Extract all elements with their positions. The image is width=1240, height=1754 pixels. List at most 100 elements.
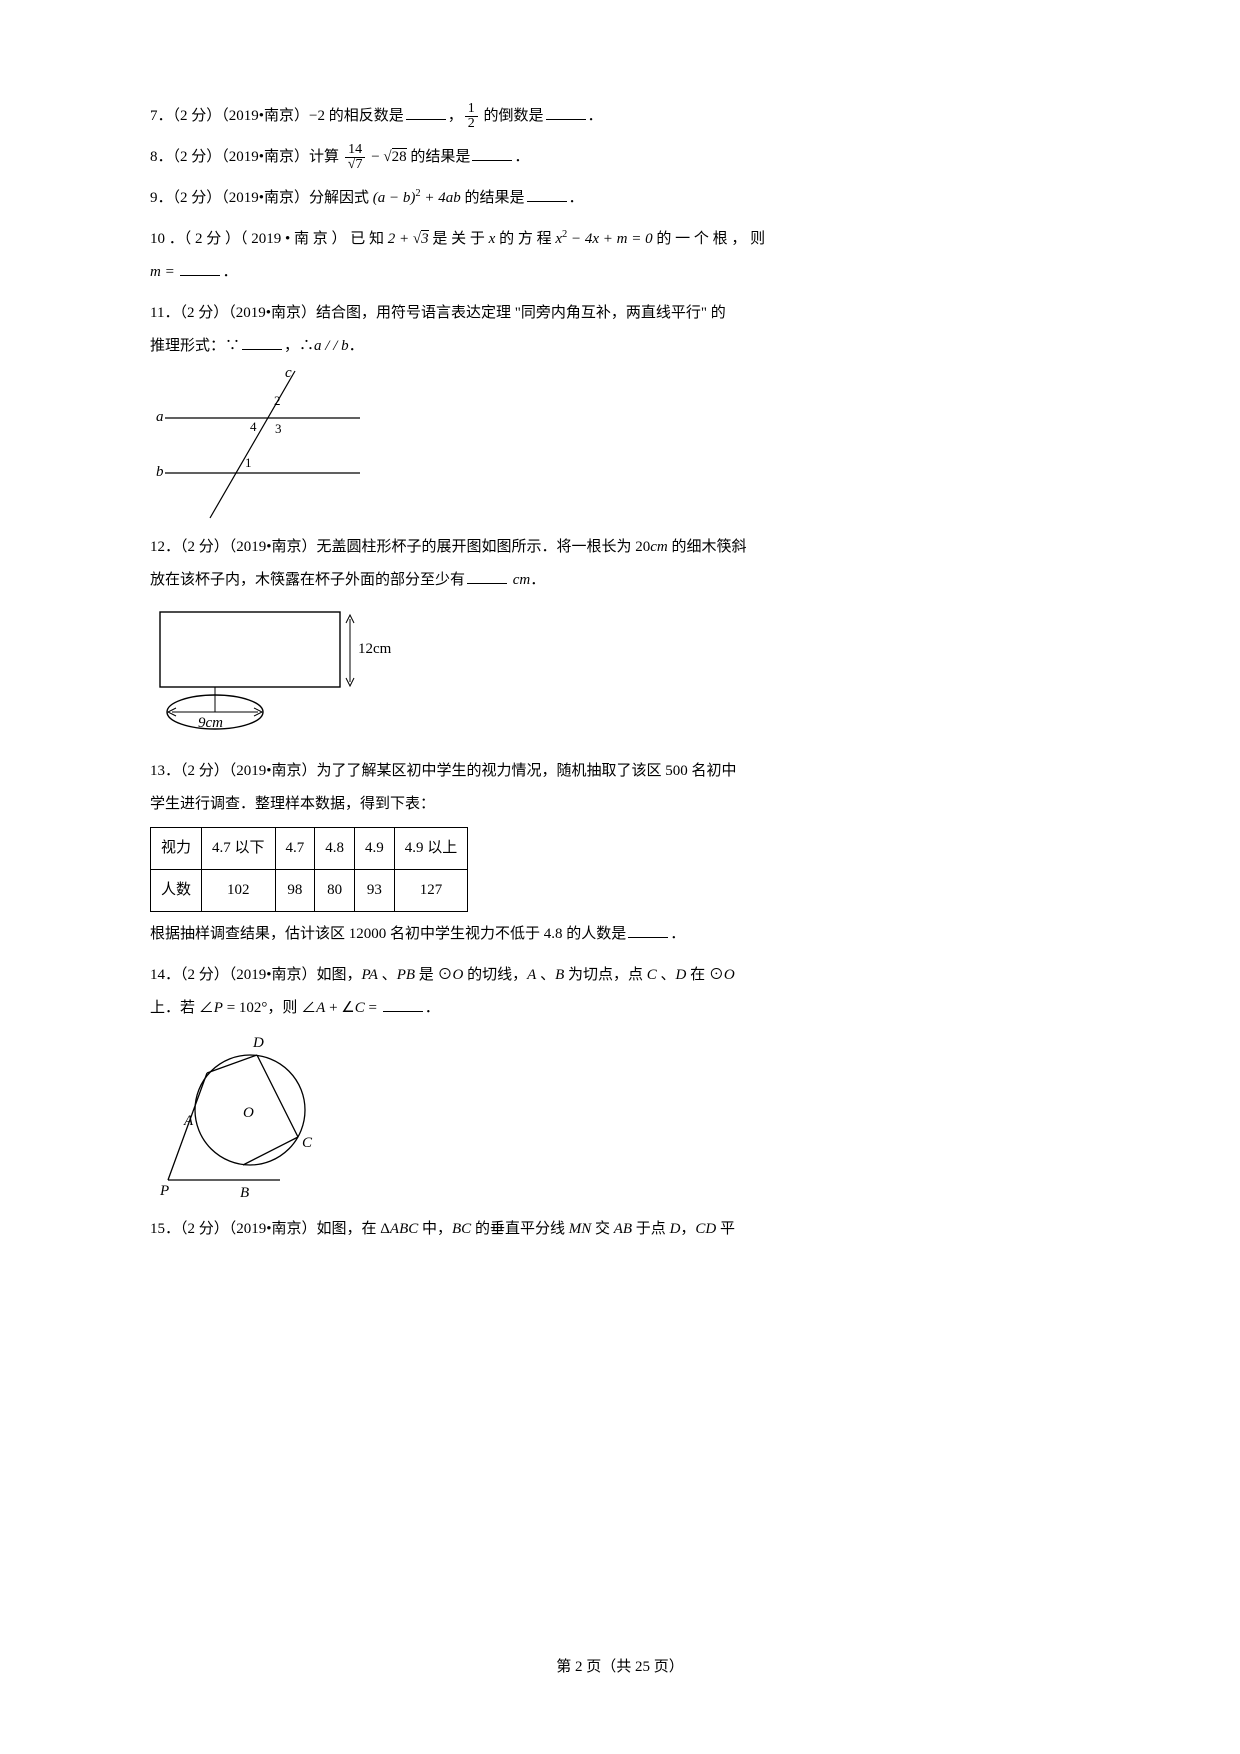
blank bbox=[242, 335, 282, 350]
q10-text3: 的 一 个 根 ， 则 bbox=[653, 231, 766, 247]
label-b: b bbox=[156, 464, 164, 480]
label-P: P bbox=[159, 1183, 169, 1199]
q12-text1: 的细木筷斜 bbox=[668, 539, 747, 555]
q10-text1: 是 关 于 bbox=[429, 231, 489, 247]
td: 80 bbox=[315, 870, 355, 912]
q11-line2b: ，∴ bbox=[284, 338, 314, 354]
question-11: 11．（2 分）（2019•南京）结合图，用符号语言表达定理 "同旁内角互补，两… bbox=[150, 297, 1090, 523]
q7-prefix: 7．（2 分）（2019•南京） bbox=[150, 108, 309, 124]
q11-line2c: ． bbox=[349, 338, 364, 354]
th: 4.7 以下 bbox=[202, 828, 276, 870]
circle-tangent-diagram: D A O C P B bbox=[150, 1025, 350, 1205]
blank bbox=[527, 187, 567, 202]
page-footer: 第 2 页（共 25 页） bbox=[0, 1651, 1240, 1684]
B: B bbox=[555, 967, 564, 983]
expr2b: − 4x + m = 0 bbox=[567, 231, 652, 247]
minus: − bbox=[367, 149, 383, 165]
label-c: c bbox=[285, 365, 292, 381]
question-7: 7．（2 分）（2019•南京）−2 的相反数是，12 的倒数是． bbox=[150, 100, 1090, 133]
th: 4.9 以上 bbox=[394, 828, 468, 870]
unit-cm: cm bbox=[650, 539, 668, 555]
blank bbox=[406, 105, 446, 120]
q14-prefix: 14．（2 分）（2019•南京）如图， bbox=[150, 967, 362, 983]
question-9: 9．（2 分）（2019•南京）分解因式 (a − b)2 + 4ab 的结果是… bbox=[150, 182, 1090, 215]
q13-line3b: ． bbox=[670, 926, 685, 942]
q10-prefix: 10 ．（ 2 分 ）（ 2019 • 南 京 ） 已 知 bbox=[150, 231, 388, 247]
q8-text2: 的结果是 bbox=[407, 149, 471, 165]
period: ． bbox=[222, 264, 237, 280]
question-14: 14．（2 分）（2019•南京）如图，PA 、PB 是 ⊙O 的切线，A 、B… bbox=[150, 959, 1090, 1205]
q11-line2a: 推理形式：∵ bbox=[150, 338, 240, 354]
label-2: 2 bbox=[274, 393, 281, 408]
q12-line2b: ． bbox=[530, 572, 545, 588]
th: 4.9 bbox=[355, 828, 395, 870]
unit-cm2: cm bbox=[509, 572, 530, 588]
question-8: 8．（2 分）（2019•南京）计算 14√7 − √28 的结果是 ． bbox=[150, 141, 1090, 174]
q13-line2: 学生进行调查．整理样本数据，得到下表： bbox=[150, 788, 1090, 821]
blank bbox=[467, 569, 507, 584]
td: 93 bbox=[355, 870, 395, 912]
blank bbox=[180, 261, 220, 276]
q9-text3: ． bbox=[569, 190, 584, 206]
label-12cm: 12cm bbox=[358, 641, 392, 657]
td: 102 bbox=[202, 870, 276, 912]
label-1: 1 bbox=[245, 455, 252, 470]
label-O: O bbox=[243, 1105, 254, 1121]
q14-line2a: 上．若 ∠ bbox=[150, 1000, 214, 1016]
fraction: 14√7 bbox=[345, 143, 366, 172]
td: 98 bbox=[275, 870, 315, 912]
question-12: 12．（2 分）（2019•南京）无盖圆柱形杯子的展开图如图所示．将一根长为 2… bbox=[150, 531, 1090, 747]
th: 4.8 bbox=[315, 828, 355, 870]
th: 视力 bbox=[151, 828, 202, 870]
td: 127 bbox=[394, 870, 468, 912]
expr: (a − b) bbox=[373, 190, 416, 206]
expr2a: x bbox=[555, 231, 562, 247]
label-C: C bbox=[302, 1135, 313, 1151]
label-3: 3 bbox=[275, 421, 282, 436]
q8-prefix: 8．（2 分）（2019•南京）计算 bbox=[150, 149, 343, 165]
table-header-row: 视力 4.7 以下 4.7 4.8 4.9 4.9 以上 bbox=[151, 828, 468, 870]
fraction-half: 12 bbox=[465, 102, 478, 131]
D: D bbox=[676, 967, 687, 983]
label-a: a bbox=[156, 409, 164, 425]
q13-line3a: 根据抽样调查结果，估计该区 12000 名初中学生视力不低于 4.8 的人数是 bbox=[150, 926, 626, 942]
label-B: B bbox=[240, 1185, 249, 1201]
q10-text2: 的 方 程 bbox=[495, 231, 555, 247]
label-4: 4 bbox=[250, 419, 257, 434]
expr2: + 4ab bbox=[421, 190, 461, 206]
question-15: 15．（2 分）（2019•南京）如图，在 ΔABC 中，BC 的垂直平分线 M… bbox=[150, 1213, 1090, 1246]
label-A: A bbox=[183, 1113, 194, 1129]
vision-table: 视力 4.7 以下 4.7 4.8 4.9 4.9 以上 人数 102 98 8… bbox=[150, 827, 468, 912]
m-eq: m = bbox=[150, 264, 178, 280]
q7-text1: −2 的相反数是 bbox=[309, 108, 404, 124]
q8-text3: ． bbox=[514, 149, 529, 165]
cylinder-unfold-diagram: 12cm 9cm bbox=[150, 597, 410, 747]
q12-prefix: 12．（2 分）（2019•南京）无盖圆柱形杯子的展开图如图所示．将一根长为 bbox=[150, 539, 635, 555]
table-row: 人数 102 98 80 93 127 bbox=[151, 870, 468, 912]
val20: 20 bbox=[635, 539, 650, 555]
question-10: 10 ．（ 2 分 ）（ 2019 • 南 京 ） 已 知 2 + √3 是 关… bbox=[150, 223, 1090, 289]
th: 4.7 bbox=[275, 828, 315, 870]
parallel-lines-diagram: c a b 2 3 4 1 bbox=[150, 363, 380, 523]
q12-line2a: 放在该杯子内，木筷露在杯子外面的部分至少有 bbox=[150, 572, 465, 588]
q9-text2: 的结果是 bbox=[461, 190, 525, 206]
A: A bbox=[527, 967, 536, 983]
td: 人数 bbox=[151, 870, 202, 912]
blank bbox=[383, 997, 423, 1012]
q7-text2: ， bbox=[448, 108, 463, 124]
q9-prefix: 9．（2 分）（2019•南京）分解因式 bbox=[150, 190, 373, 206]
label-9cm: 9cm bbox=[198, 715, 223, 731]
label-D: D bbox=[252, 1035, 264, 1051]
sqrt28: √28 bbox=[383, 148, 406, 165]
q15-prefix: 15．（2 分）（2019•南京）如图，在 Δ bbox=[150, 1221, 390, 1237]
PA: PA bbox=[362, 967, 378, 983]
expr: a / / b bbox=[314, 338, 349, 354]
PB: PB bbox=[397, 967, 415, 983]
q7-text3: 的倒数是 bbox=[480, 108, 544, 124]
C: C bbox=[647, 967, 657, 983]
blank bbox=[546, 105, 586, 120]
blank bbox=[472, 146, 512, 161]
q11-line1: 11．（2 分）（2019•南京）结合图，用符号语言表达定理 "同旁内角互补，两… bbox=[150, 297, 1090, 330]
question-13: 13．（2 分）（2019•南京）为了了解某区初中学生的视力情况，随机抽取了该区… bbox=[150, 755, 1090, 951]
expr1: 2 + √3 bbox=[388, 230, 429, 247]
